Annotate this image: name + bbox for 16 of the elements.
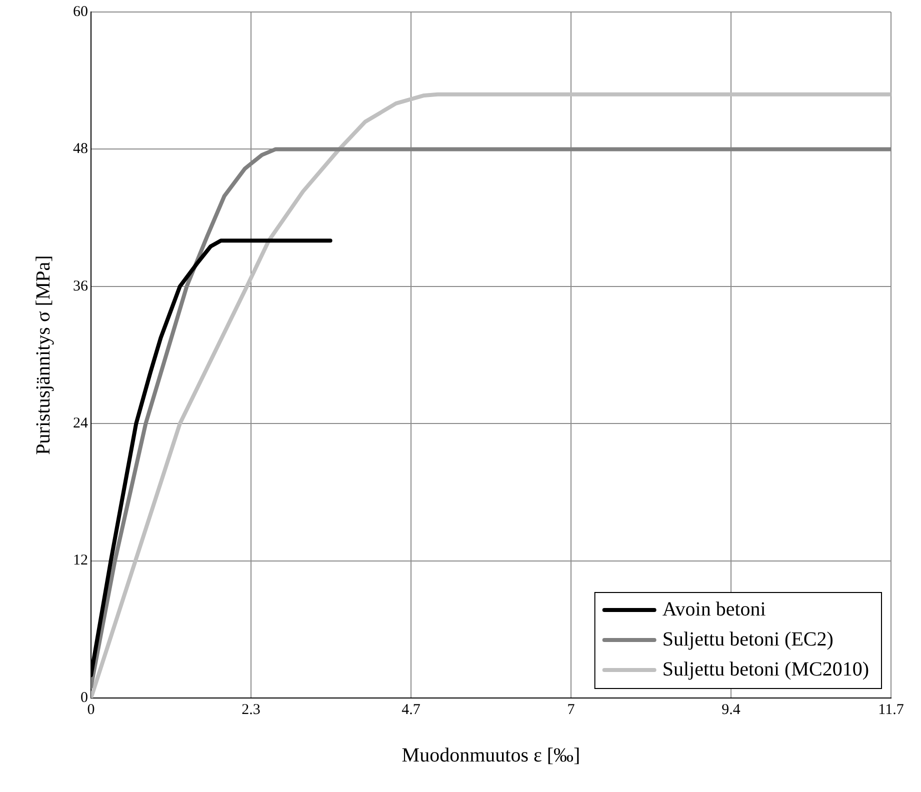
x-tick-label: 11.7 xyxy=(878,702,904,718)
x-tick-label: 4.7 xyxy=(402,702,421,718)
y-axis-title: Puristusjännitys σ [MPa] xyxy=(32,255,54,455)
x-tick-label: 9.4 xyxy=(722,702,741,718)
y-tick-label: 60 xyxy=(73,4,88,20)
y-tick-label: 12 xyxy=(73,552,88,569)
legend-label: Suljettu betoni (MC2010) xyxy=(662,658,870,680)
legend-label: Suljettu betoni (EC2) xyxy=(662,628,834,650)
y-tick-label: 48 xyxy=(73,141,88,158)
y-tick-label: 24 xyxy=(73,416,88,432)
y-tick-label: 36 xyxy=(73,278,88,294)
x-axis-title: Muodonmuutos ε [‰] xyxy=(402,744,580,766)
legend-label: Avoin betoni xyxy=(662,598,766,620)
x-tick-label: 2.3 xyxy=(242,702,260,718)
x-tick-label: 7 xyxy=(567,702,576,718)
y-tick-label: 0 xyxy=(80,690,88,706)
